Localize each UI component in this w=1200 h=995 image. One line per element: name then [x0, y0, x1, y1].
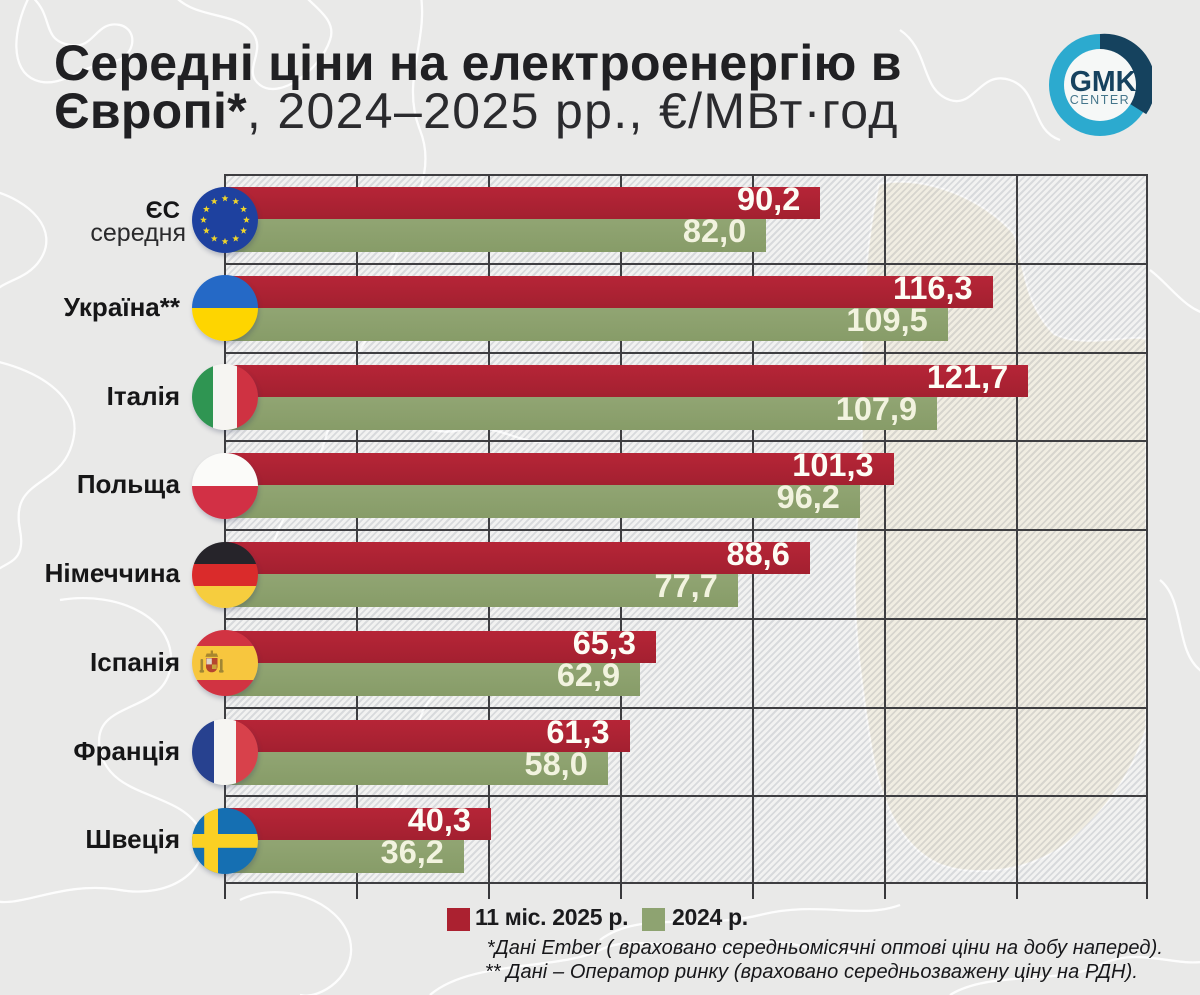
- svg-text:GMK: GMK: [1070, 66, 1137, 98]
- svg-text:CENTER: CENTER: [1070, 93, 1130, 107]
